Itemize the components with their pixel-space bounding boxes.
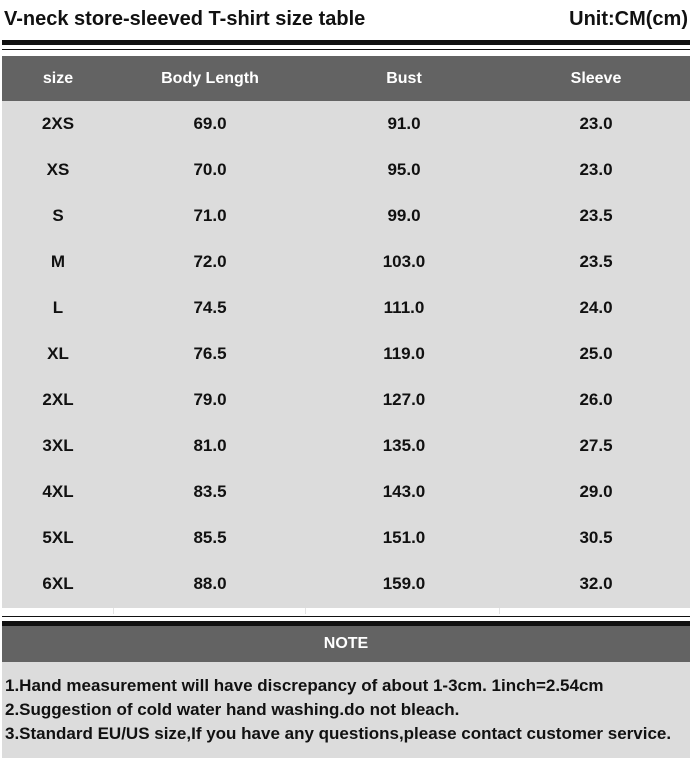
table-header-row: size Body Length Bust Sleeve: [2, 56, 690, 101]
sleeve-cell: 30.5: [579, 528, 613, 547]
size-cell: 5XL: [42, 528, 74, 547]
body-length-cell: 81.0: [193, 436, 227, 455]
table-bottom-strip: [2, 608, 690, 614]
column-header-body-length: Body Length: [161, 69, 259, 87]
column-header-sleeve: Sleeve: [570, 69, 622, 87]
table-row: 2XS 69.0 91.0 23.0: [2, 101, 690, 147]
bust-cell: 119.0: [383, 344, 425, 363]
body-length-cell: 72.0: [193, 252, 227, 271]
note-rule-thick: [2, 621, 690, 626]
page-title: V-neck store-sleeved T-shirt size table: [4, 8, 366, 30]
table-row: M 72.0 103.0 23.5: [2, 239, 690, 285]
column-header-bust: Bust: [386, 69, 422, 87]
size-cell: 2XL: [42, 390, 74, 409]
sleeve-cell: 23.0: [579, 160, 613, 179]
table-row: 5XL 85.5 151.0 30.5: [2, 515, 690, 561]
body-length-cell: 70.0: [193, 160, 227, 179]
note-heading: NOTE: [2, 626, 690, 662]
bust-cell: 99.0: [387, 206, 421, 225]
body-length-cell: 83.5: [193, 482, 227, 501]
bust-cell: 135.0: [382, 436, 426, 455]
size-cell: S: [52, 206, 64, 225]
size-cell: 6XL: [42, 574, 74, 593]
size-table: size Body Length Bust Sleeve 2XS 69.0 91…: [2, 56, 690, 608]
size-cell: XS: [46, 160, 70, 179]
body-length-cell: 69.0: [193, 114, 227, 133]
sleeve-cell: 23.0: [579, 114, 613, 133]
note-body: 1.Hand measurement will have discrepancy…: [2, 662, 690, 758]
table-row: 4XL 83.5 143.0 29.0: [2, 469, 690, 515]
sleeve-cell: 24.0: [579, 298, 613, 317]
sleeve-cell: 26.0: [579, 390, 613, 409]
sleeve-cell: 32.0: [579, 574, 613, 593]
bust-cell: 91.0: [387, 114, 421, 133]
body-length-cell: 71.0: [193, 206, 227, 225]
bust-cell: 111.0: [383, 298, 425, 317]
body-length-cell: 74.5: [193, 298, 227, 317]
size-cell: L: [52, 298, 64, 317]
bust-cell: 143.0: [382, 482, 426, 501]
sleeve-cell: 23.5: [579, 252, 613, 271]
sleeve-cell: 25.0: [579, 344, 613, 363]
column-divider: [113, 608, 114, 614]
sleeve-cell: 27.5: [579, 436, 613, 455]
sleeve-cell: 23.5: [579, 206, 613, 225]
table-row: 2XL 79.0 127.0 26.0: [2, 377, 690, 423]
body-length-cell: 85.5: [193, 528, 227, 547]
table-row: XL 76.5 119.0 25.0: [2, 331, 690, 377]
column-divider: [305, 608, 306, 614]
size-cell: XL: [47, 344, 69, 363]
bust-cell: 127.0: [382, 390, 426, 409]
table-row: S 71.0 99.0 23.5: [2, 193, 690, 239]
column-header-size: size: [42, 69, 74, 87]
size-cell: 2XS: [41, 114, 75, 133]
unit-label: Unit:CM(cm): [569, 8, 688, 30]
header-rule-thin: [2, 49, 690, 50]
table-row: XS 70.0 95.0 23.0: [2, 147, 690, 193]
header-rule-thick: [2, 40, 690, 45]
size-cell: 4XL: [42, 482, 74, 501]
column-divider: [499, 608, 500, 614]
size-cell: 3XL: [42, 436, 74, 455]
table-row: 3XL 81.0 135.0 27.5: [2, 423, 690, 469]
table-row: 6XL 88.0 159.0 32.0: [2, 561, 690, 607]
bust-cell: 95.0: [387, 160, 421, 179]
note-line: 3.Standard EU/US size,If you have any qu…: [5, 724, 672, 743]
size-cell: M: [50, 252, 66, 271]
bust-cell: 151.0: [382, 528, 426, 547]
table-row: L 74.5 111.0 24.0: [2, 285, 690, 331]
body-length-cell: 79.0: [193, 390, 227, 409]
body-length-cell: 76.5: [193, 344, 227, 363]
body-length-cell: 88.0: [193, 574, 227, 593]
note-line: 1.Hand measurement will have discrepancy…: [5, 676, 604, 695]
note-rule-thin: [2, 616, 690, 617]
bust-cell: 159.0: [382, 574, 426, 593]
bust-cell: 103.0: [382, 252, 426, 271]
note-line: 2.Suggestion of cold water hand washing.…: [5, 700, 460, 719]
sleeve-cell: 29.0: [579, 482, 613, 501]
header: V-neck store-sleeved T-shirt size table …: [0, 0, 692, 40]
